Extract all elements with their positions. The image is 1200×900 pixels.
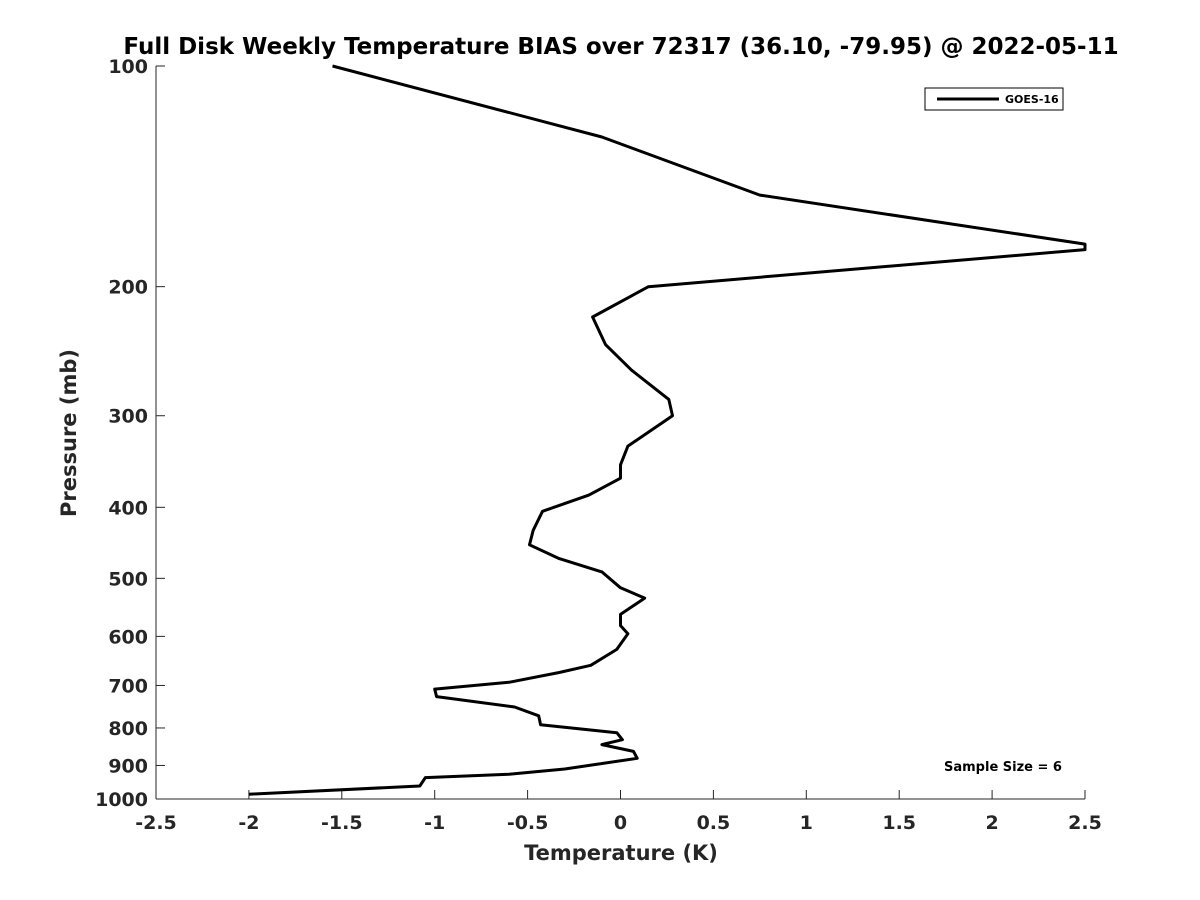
x-tick-label: -1 [424,812,445,834]
y-tick-label: 100 [108,56,148,78]
x-tick-label: -2 [238,812,259,834]
x-tick-label: -1.5 [321,812,363,834]
y-tick-label: 700 [108,675,148,697]
series-line-goes-16 [248,64,1087,796]
y-tick-label: 1000 [95,789,148,811]
chart-title: Full Disk Weekly Temperature BIAS over 7… [123,34,1118,60]
legend-label: GOES-16 [1005,93,1059,106]
x-tick-label: 2 [985,812,998,834]
x-tick-label: 1.5 [882,812,916,834]
series-layer [248,64,1087,796]
y-tick-label: 900 [108,755,148,777]
y-axis-title: Pressure (mb) [57,349,81,517]
sample-size-annotation: Sample Size = 6 [944,760,1062,775]
x-axis-title: Temperature (K) [524,841,718,865]
y-tick-label: 800 [108,718,148,740]
y-tick-label: 500 [108,568,148,590]
x-tick-label: 2.5 [1068,812,1102,834]
x-tick-label: 0.5 [697,812,731,834]
axes: -2.5 -2 -1.5 -1 -0.5 0 0.5 1 1.5 2 2.5 100 200 300 400… [95,56,1102,834]
y-tick-label: 600 [108,626,148,648]
x-tick-label: -2.5 [135,812,177,834]
legend: GOES-16 [924,87,1064,111]
y-tick-label: 300 [108,406,148,428]
x-tick-label: -0.5 [507,812,549,834]
y-tick-label: 200 [108,277,148,299]
x-tick-label: 0 [614,812,627,834]
y-tick-label: 400 [108,497,148,519]
x-tick-label: 1 [800,812,813,834]
